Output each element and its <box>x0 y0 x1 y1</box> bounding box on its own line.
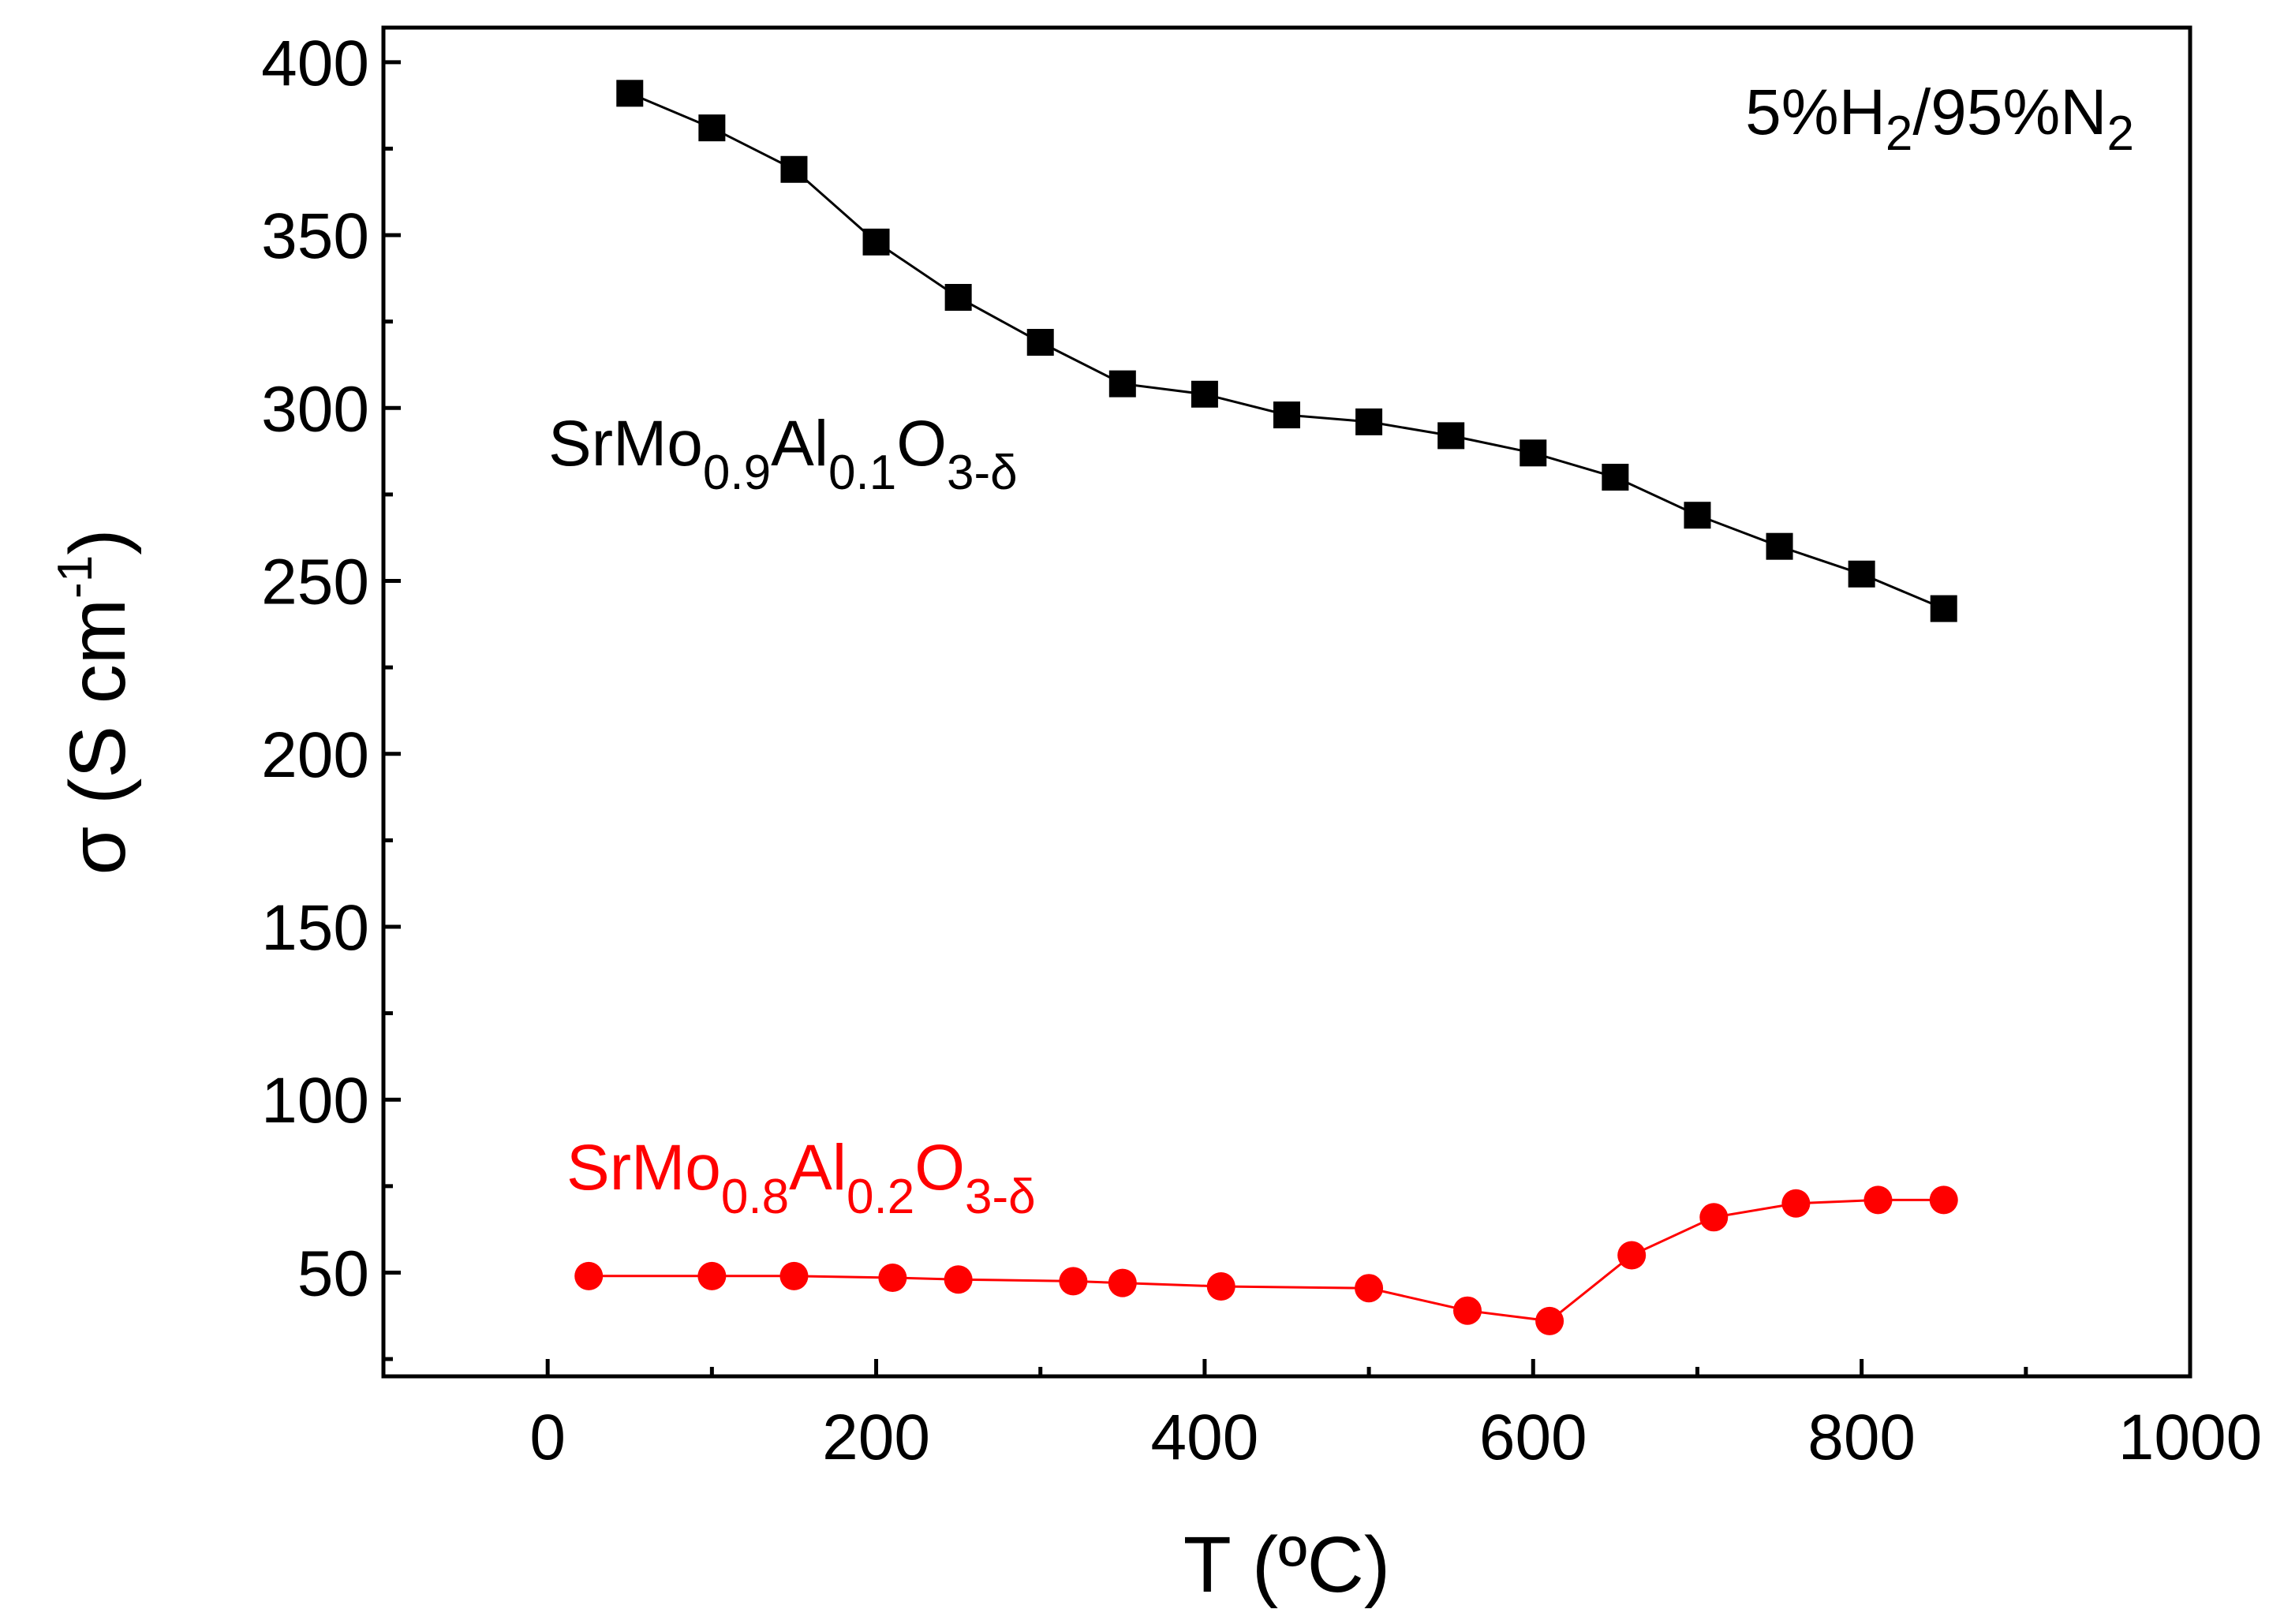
data-point <box>1766 532 1793 560</box>
series-line <box>589 1198 1944 1323</box>
x-tick-label: 0 <box>529 1402 566 1473</box>
x-tick-label: 1000 <box>2118 1402 2262 1473</box>
series-line <box>629 91 1945 610</box>
data-point <box>1355 1274 1384 1303</box>
data-point <box>1929 1185 1958 1215</box>
axes: 0 200 400 600 800 1000 50 100 150 200 250 300 350 400 <box>261 28 2262 1473</box>
series-label-srmo08al02: SrMo0.8Al0.2O3-δ <box>566 1132 1036 1224</box>
data-point <box>697 1261 727 1290</box>
y-tick-label: 150 <box>261 892 369 964</box>
data-point <box>1453 1296 1482 1325</box>
x-axis-title: T (ºC) <box>1183 1521 1390 1609</box>
data-point <box>1699 1203 1729 1232</box>
series-layer <box>574 80 1958 1335</box>
data-point <box>1059 1267 1088 1296</box>
data-point <box>780 155 808 183</box>
data-point <box>1191 380 1218 408</box>
y-tick-label: 400 <box>261 28 369 99</box>
plot-frame <box>381 25 2192 1379</box>
y-tick-label: 200 <box>261 719 369 791</box>
y-axis-title: σ (S cm-1) <box>48 528 142 875</box>
data-point <box>574 1261 604 1290</box>
data-point <box>1355 408 1383 435</box>
atmosphere-annotation: 5%H2/95%N2 <box>1745 77 2134 161</box>
x-tick-label: 400 <box>1150 1402 1258 1473</box>
data-point <box>1026 329 1054 356</box>
x-tick-label: 200 <box>822 1402 930 1473</box>
series-label-srmo09al01: SrMo0.9Al0.1O3-δ <box>548 408 1018 500</box>
data-point <box>862 228 890 256</box>
data-point <box>1108 370 1136 398</box>
data-point <box>1930 595 1957 622</box>
data-point <box>1602 464 1629 491</box>
data-point <box>1520 439 1547 467</box>
data-point <box>1206 1272 1235 1301</box>
series-2 <box>574 1185 1958 1335</box>
y-tick-label: 300 <box>261 373 369 445</box>
y-tick-label: 100 <box>261 1065 369 1137</box>
x-tick-label: 800 <box>1807 1402 1916 1473</box>
series-1 <box>616 80 1957 622</box>
data-point <box>698 114 726 142</box>
data-point <box>1437 422 1465 450</box>
data-point <box>878 1264 907 1293</box>
data-point <box>616 80 644 107</box>
data-point <box>1848 560 1875 588</box>
data-point <box>1684 502 1711 529</box>
data-point <box>944 1265 973 1294</box>
x-tick-label: 600 <box>1479 1402 1587 1473</box>
y-tick-label: 50 <box>297 1238 369 1309</box>
data-point <box>1863 1185 1893 1215</box>
data-point <box>1273 401 1300 429</box>
data-point <box>1108 1268 1137 1297</box>
data-point <box>1617 1241 1647 1270</box>
y-tick-label: 250 <box>261 547 369 618</box>
data-point <box>944 284 972 311</box>
data-point <box>1781 1189 1811 1218</box>
data-point <box>779 1261 809 1290</box>
data-point <box>1535 1306 1564 1335</box>
y-tick-label: 350 <box>261 200 369 272</box>
